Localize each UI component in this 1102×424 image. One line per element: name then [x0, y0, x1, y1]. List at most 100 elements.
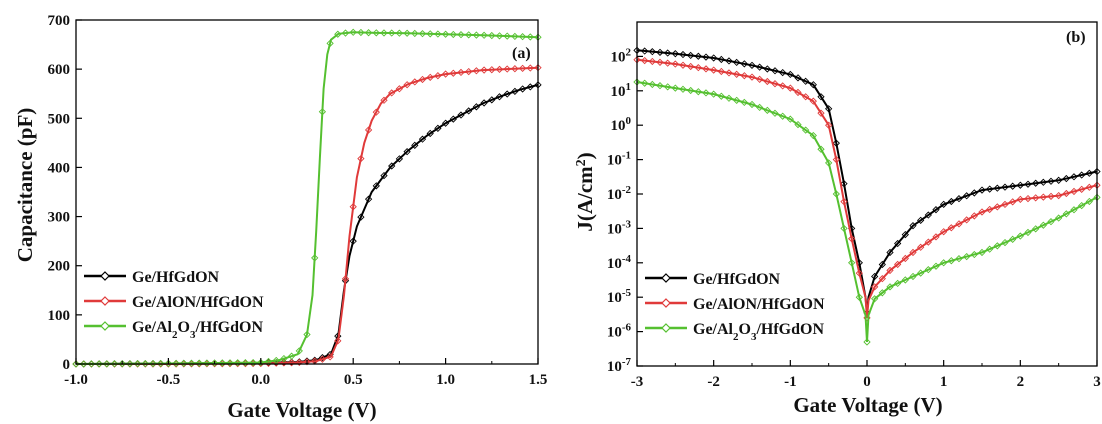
series-point-b-2: [786, 115, 794, 123]
series-point-b-2: [955, 255, 963, 263]
series-point-a-2: [357, 28, 365, 37]
series-point-a-1: [503, 65, 511, 73]
series-point-a-0: [364, 195, 373, 203]
series-point-b-2: [1070, 206, 1078, 214]
series-point-b-0: [725, 57, 733, 65]
series-point-a-1: [472, 67, 481, 75]
series-point-a-2: [465, 31, 473, 39]
series-point-b-1: [901, 254, 909, 263]
series-line-b-0: [636, 49, 1098, 313]
series-point-b-0: [771, 67, 779, 75]
series-point-b-0: [809, 81, 817, 89]
xtick-label-b: -2: [707, 374, 720, 390]
series-point-a-0: [418, 135, 427, 143]
series-point-a-1: [364, 126, 373, 134]
series-point-a-1: [480, 66, 488, 74]
series-point-b-0: [733, 58, 741, 67]
series-point-a-0: [380, 171, 388, 180]
series-point-b-2: [947, 257, 955, 265]
series-point-a-2: [457, 31, 465, 39]
legend-label-b-0: Ge/HfGdON: [693, 271, 781, 288]
series-point-b-0: [664, 49, 672, 57]
series-point-a-2: [203, 359, 211, 367]
series-point-a-2: [326, 39, 334, 47]
series-point-a-2: [349, 28, 357, 36]
ylabel-b: J(A/cm2): [573, 152, 597, 231]
ytick-label-b: 10-3: [607, 218, 632, 237]
series-point-b-2: [1078, 201, 1086, 210]
legend-marker-b-2: [661, 323, 671, 333]
series-point-a-2: [87, 360, 96, 368]
series-point-b-0: [924, 211, 932, 219]
series-point-b-2: [863, 338, 871, 346]
series-point-a-2: [210, 359, 219, 367]
series-point-b-1: [993, 203, 1001, 211]
series-point-b-0: [1001, 183, 1009, 191]
series-point-a-2: [434, 30, 442, 38]
series-point-a-2: [295, 347, 303, 355]
legend-marker-a-1: [100, 296, 110, 306]
series-point-a-2: [180, 359, 188, 367]
series-point-b-0: [717, 55, 725, 64]
series-point-a-2: [364, 29, 373, 37]
series-point-b-2: [809, 131, 817, 140]
series-point-b-1: [702, 65, 710, 73]
ytick-label-b: 102: [611, 46, 632, 65]
series-point-a-2: [372, 29, 380, 37]
series-point-b-1: [1078, 185, 1086, 193]
series-point-b-0: [1062, 174, 1070, 183]
series-point-b-0: [886, 248, 894, 257]
series-line-a-2: [75, 31, 539, 365]
series-point-a-2: [72, 360, 80, 368]
series-point-b-2: [694, 88, 702, 96]
series-point-b-2: [1047, 218, 1055, 226]
series-point-a-0: [349, 237, 357, 245]
series-point-b-2: [671, 84, 679, 92]
series-point-b-1: [1024, 194, 1032, 203]
series-point-b-1: [909, 248, 917, 257]
series-point-a-1: [341, 275, 350, 283]
series-point-a-2: [388, 29, 396, 37]
series-point-b-2: [894, 279, 902, 288]
series-point-a-2: [110, 360, 119, 368]
series-point-b-0: [955, 195, 963, 203]
series-point-a-0: [465, 107, 473, 115]
series-point-b-1: [978, 208, 986, 216]
series-point-b-1: [840, 197, 848, 206]
series-point-b-2: [664, 83, 672, 91]
series-point-a-2: [103, 360, 111, 368]
series-point-b-1: [671, 60, 679, 68]
series-point-b-2: [924, 266, 932, 274]
series-point-a-2: [526, 33, 534, 41]
series-point-b-0: [1016, 181, 1024, 189]
series-point-a-2: [426, 30, 434, 38]
series-point-b-0: [1024, 180, 1032, 188]
series-point-b-0: [648, 48, 656, 56]
series-point-a-1: [395, 85, 404, 93]
series-point-b-2: [1009, 235, 1017, 243]
series-point-b-0: [817, 93, 825, 101]
series-point-b-0: [986, 185, 994, 193]
series-point-b-0: [1032, 179, 1040, 187]
series-point-b-2: [970, 250, 978, 259]
series-point-a-1: [380, 96, 388, 104]
series-point-a-2: [149, 359, 157, 368]
ytick-label-b: 100: [611, 115, 632, 134]
series-point-b-0: [748, 61, 756, 69]
series-point-b-1: [947, 224, 955, 232]
series-point-a-2: [280, 354, 288, 363]
series-point-b-1: [1062, 189, 1070, 198]
series-point-a-1: [295, 358, 303, 367]
series-point-b-0: [1009, 182, 1017, 190]
xtick-label-a: -1.0: [64, 372, 88, 388]
series-point-b-1: [894, 260, 902, 269]
series-point-a-0: [526, 83, 534, 91]
series-point-b-2: [1039, 221, 1047, 229]
series-point-a-1: [457, 68, 465, 77]
series-point-b-0: [1055, 176, 1063, 184]
series-point-a-2: [472, 31, 481, 39]
series-point-a-2: [195, 359, 203, 367]
series-point-b-0: [656, 48, 664, 56]
ytick-label-a: 500: [48, 111, 71, 127]
